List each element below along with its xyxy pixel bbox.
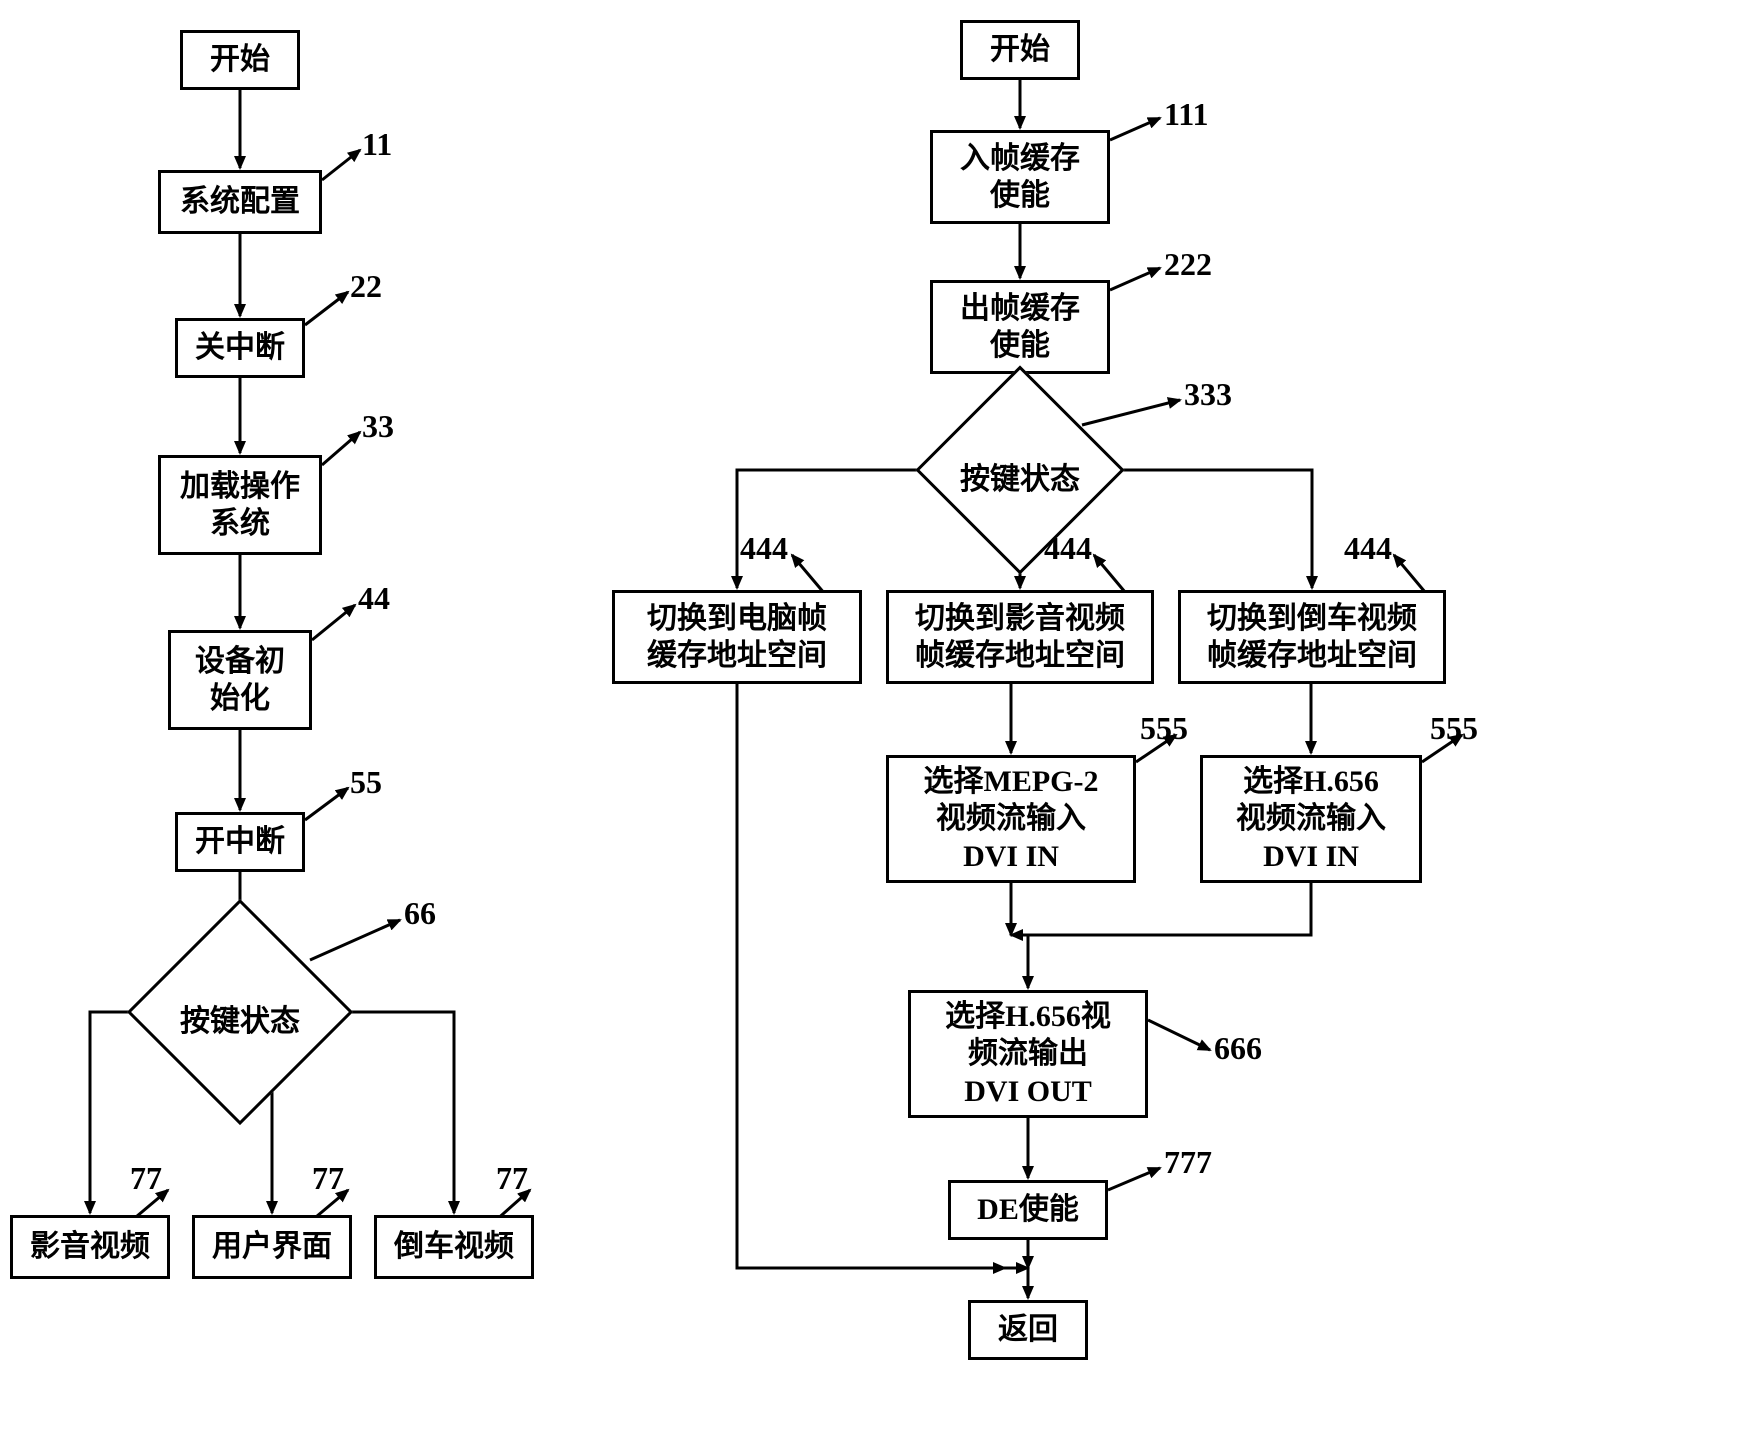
left-n77c-node: 倒车视频 — [374, 1215, 534, 1279]
left-n77a-node: 影音视频 — [10, 1215, 170, 1279]
tag-77c: 77 — [496, 1160, 528, 1197]
right-n333-diamond — [915, 365, 1124, 574]
tag-11: 11 — [362, 126, 392, 163]
right-n222-node: 出帧缓存 使能 — [930, 280, 1110, 374]
node-label: 返回 — [998, 1311, 1058, 1349]
node-label: 加载操作 系统 — [180, 468, 300, 543]
tag-111: 111 — [1164, 96, 1208, 133]
node-label: 选择H.656视 频流输出 DVI OUT — [945, 998, 1111, 1111]
left-start-node: 开始 — [180, 30, 300, 90]
left-n44-node: 设备初 始化 — [168, 630, 312, 730]
node-label: 开始 — [210, 41, 270, 79]
tag-333: 333 — [1184, 376, 1232, 413]
tag-555c: 555 — [1430, 710, 1478, 747]
left-n55-node: 开中断 — [175, 812, 305, 872]
right-n555b-node: 选择MEPG-2 视频流输入 DVI IN — [886, 755, 1136, 883]
node-label: 出帧缓存 使能 — [960, 290, 1080, 365]
right-n444a-node: 切换到电脑帧 缓存地址空间 — [612, 590, 862, 684]
node-label: 切换到倒车视频 帧缓存地址空间 — [1207, 600, 1417, 675]
node-label: 倒车视频 — [394, 1228, 514, 1266]
right-n444c-node: 切换到倒车视频 帧缓存地址空间 — [1178, 590, 1446, 684]
node-label: DE使能 — [977, 1191, 1079, 1229]
node-label: 用户界面 — [212, 1228, 332, 1266]
right-n444b-node: 切换到影音视频 帧缓存地址空间 — [886, 590, 1154, 684]
left-n77b-node: 用户界面 — [192, 1215, 352, 1279]
tag-777: 777 — [1164, 1144, 1212, 1181]
node-label: 选择MEPG-2 视频流输入 DVI IN — [924, 763, 1099, 876]
node-label: 关中断 — [195, 329, 285, 367]
right-n666-node: 选择H.656视 频流输出 DVI OUT — [908, 990, 1148, 1118]
node-label: 影音视频 — [30, 1228, 150, 1266]
node-label: 入帧缓存 使能 — [960, 140, 1080, 215]
right-start-node: 开始 — [960, 20, 1080, 80]
node-label: 切换到影音视频 帧缓存地址空间 — [915, 600, 1125, 675]
node-label: 切换到电脑帧 缓存地址空间 — [647, 600, 827, 675]
left-n11-node: 系统配置 — [158, 170, 322, 234]
tag-222: 222 — [1164, 246, 1212, 283]
tag-77b: 77 — [312, 1160, 344, 1197]
left-n22-node: 关中断 — [175, 318, 305, 378]
tag-77a: 77 — [130, 1160, 162, 1197]
right-return-node: 返回 — [968, 1300, 1088, 1360]
tag-33: 33 — [362, 408, 394, 445]
node-label: 设备初 始化 — [195, 643, 285, 718]
tag-444b: 444 — [1044, 530, 1092, 567]
tag-555b: 555 — [1140, 710, 1188, 747]
right-n777-node: DE使能 — [948, 1180, 1108, 1240]
flowchart-canvas: 开始 系统配置 11 关中断 22 加载操作 系统 33 设备初 始化 44 开… — [0, 0, 1744, 1443]
tag-444c: 444 — [1344, 530, 1392, 567]
tag-666: 666 — [1214, 1030, 1262, 1067]
tag-44: 44 — [358, 580, 390, 617]
node-label: 系统配置 — [180, 183, 300, 221]
right-n555c-node: 选择H.656 视频流输入 DVI IN — [1200, 755, 1422, 883]
tag-55: 55 — [350, 764, 382, 801]
tag-66: 66 — [404, 895, 436, 932]
right-n111-node: 入帧缓存 使能 — [930, 130, 1110, 224]
node-label: 开中断 — [195, 823, 285, 861]
left-n33-node: 加载操作 系统 — [158, 455, 322, 555]
node-label: 选择H.656 视频流输入 DVI IN — [1236, 763, 1386, 876]
node-label: 开始 — [990, 31, 1050, 69]
tag-22: 22 — [350, 268, 382, 305]
left-n66-diamond — [127, 899, 353, 1125]
tag-444a: 444 — [740, 530, 788, 567]
